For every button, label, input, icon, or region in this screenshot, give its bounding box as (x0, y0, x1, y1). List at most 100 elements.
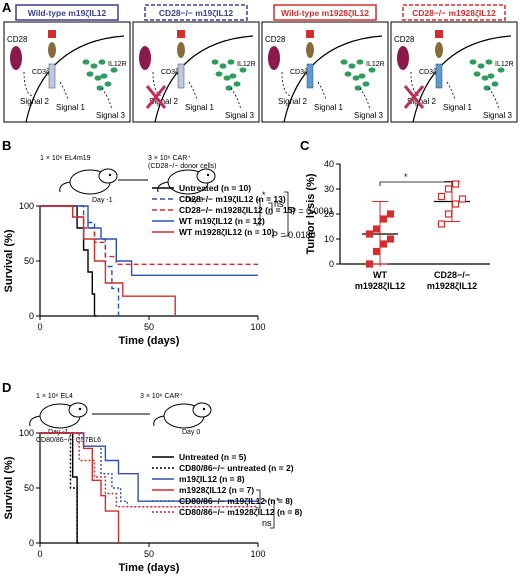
d-series-line (40, 432, 258, 508)
c-data-point (437, 220, 446, 228)
a-signal-3-label: Signal 3 (354, 111, 383, 120)
mouse-eye (78, 407, 82, 411)
mouse-tail (153, 415, 165, 427)
a-il12-molecule (473, 71, 481, 77)
mouse-head (196, 168, 216, 184)
a-cd80-ligand (268, 46, 280, 70)
d-right-dose: 3 × 10⁶ CAR⁺ (140, 393, 183, 400)
b-legend-label: Untreated (n = 10) (179, 183, 251, 193)
d-left-sub: CD80/86−/− C57BL6 (36, 437, 101, 444)
c-data-point (365, 260, 374, 268)
d-legend-label: CD80/86−/− untreated (n = 2) (179, 463, 294, 473)
a-car-head (306, 30, 314, 38)
d-stat-ns: ns (262, 518, 272, 528)
a-il12-molecule (104, 81, 112, 87)
a-signal-arrow (446, 81, 456, 101)
c-data-point (444, 210, 453, 218)
a-cd80-ligand (139, 46, 151, 70)
a-signal-arrow (410, 71, 420, 97)
c-y-tick-label: 30 (324, 184, 334, 194)
a-il12-molecule (233, 81, 241, 87)
a-il12-molecule (485, 59, 493, 65)
a-il12-molecule (497, 67, 505, 73)
a-il12-molecule (211, 59, 219, 65)
c-category-label: CD28−/− (434, 270, 470, 280)
a-il12-molecule (96, 85, 104, 91)
c-data-point (365, 230, 374, 238)
panel-b-letter: B (2, 138, 11, 153)
c-data-point (437, 192, 446, 201)
a-il12-molecule (225, 85, 233, 91)
a-il12-molecule (368, 67, 376, 73)
a-box-title: CD28−/− m19ζIL12 (159, 8, 234, 18)
a-box-title-frame (15, 4, 119, 21)
d-y-tick-label: 0 (29, 538, 34, 548)
a-cd80-ligand (397, 46, 409, 70)
panel-d-letter: D (2, 380, 11, 395)
a-signal-arrow (317, 81, 327, 101)
c-data-point (458, 195, 467, 203)
panel-c-letter: C (300, 138, 310, 153)
a-il12-molecule (229, 73, 237, 79)
a-signal-arrow (101, 87, 113, 111)
a-box-title-frame (402, 4, 506, 21)
b-stat-bracket (268, 202, 273, 215)
b-x-tick-label: 0 (37, 322, 42, 332)
a-il12-molecule (477, 63, 485, 69)
mouse-tail (59, 181, 71, 193)
a-signal-1-label: Signal 1 (56, 103, 85, 112)
a-antigen (306, 42, 314, 58)
a-cd28-label: CD28 (394, 35, 415, 44)
d-legend-label: CD80/86−/− m19ζIL12 (n = 8) (179, 496, 293, 506)
panel-a: Wild-type m19ζIL12 CD28 CD3ζ IL12R Signal 2 S… (3, 4, 518, 123)
a-signal-1-label: Signal 1 (314, 103, 343, 112)
d-legend-label: m19ζIL12 (n = 8) (179, 474, 245, 484)
a-il12-molecule (487, 73, 495, 79)
panel-d-schematic: 1 × 10⁶ EL4 Day -1 CD80/86−/− C57BL6 3 ×… (29, 393, 212, 444)
a-signal-2-label: Signal 2 (149, 97, 178, 106)
a-il12-molecule (110, 67, 118, 73)
a-signal-arrow (281, 71, 291, 97)
a-il12-molecule (90, 63, 98, 69)
c-stat-bracket (379, 181, 453, 186)
d-x-axis-label: Time (days) (119, 562, 180, 574)
a-box-frame (132, 21, 260, 123)
mouse-head (68, 402, 88, 418)
c-data-point (451, 200, 460, 208)
a-il12-molecule (356, 59, 364, 65)
d-stat-star: * (264, 498, 268, 508)
c-y-axis-label: Tumor lysis (%) (305, 173, 317, 254)
a-car-head (177, 30, 185, 38)
a-box-title: CD28−/− m1928ζIL12 (412, 8, 496, 18)
b-right-dose-sub: (CD28−/− donor cells) (148, 163, 216, 170)
a-car-head (435, 30, 443, 38)
d-left-dose: 1 × 10⁶ EL4 (36, 393, 73, 400)
a-il12-molecule (100, 73, 108, 79)
b-legend-label: CD28−/− m19ζIL12 (n = 13) (179, 194, 286, 204)
c-y-tick-label: 0 (329, 259, 334, 269)
b-series-line (40, 205, 258, 276)
d-legend-label: Untreated (n = 5) (179, 452, 246, 462)
d-series-line (40, 432, 258, 508)
d-x-tick-label: 0 (37, 549, 42, 559)
d-stat-star-2: * (276, 496, 280, 506)
a-il12-label: IL12R (108, 61, 127, 68)
a-signal-arrow (359, 87, 371, 111)
mouse-tail (29, 415, 41, 427)
b-x-tick-label: 50 (144, 322, 154, 332)
a-il12-label: IL12R (495, 61, 514, 68)
panel-a-letter: A (2, 0, 12, 15)
c-data-point (444, 185, 453, 193)
c-data-point (386, 210, 395, 218)
a-cd3-label: CD3ζ (32, 69, 49, 76)
a-signal-2-label: Signal 2 (278, 97, 307, 106)
a-il12-molecule (481, 75, 489, 81)
a-box-title-frame (144, 4, 248, 21)
a-signal-arrow (152, 71, 162, 97)
c-data-point (372, 225, 381, 233)
b-legend-label: WT m1928ζIL12 (n = 10) (179, 227, 274, 237)
c-category-label: m1928ζIL12 (427, 281, 477, 291)
d-y-axis-label: Survival (%) (3, 456, 15, 519)
b-left-day: Day -1 (92, 197, 113, 204)
